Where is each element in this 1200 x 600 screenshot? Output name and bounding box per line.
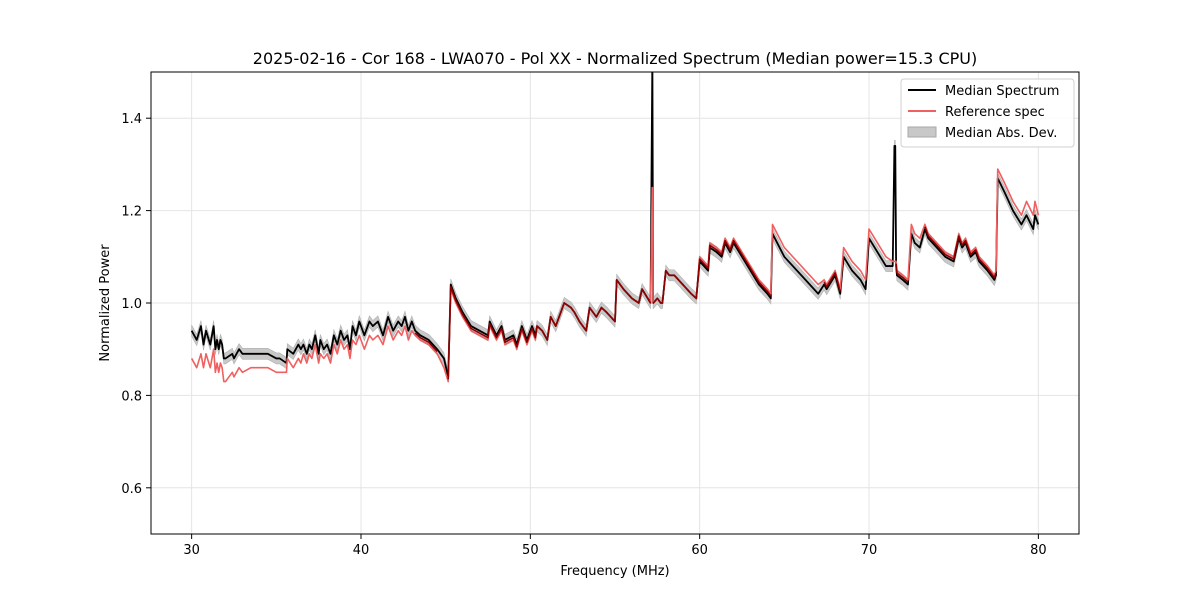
overlap-segment <box>447 279 652 380</box>
legend-box <box>900 78 1075 148</box>
overlap-segment <box>414 332 438 353</box>
x-tick-label: 50 <box>522 543 539 558</box>
overlap-segment <box>924 226 997 279</box>
x-tick-label: 60 <box>691 543 708 558</box>
x-axis-label: Frequency (MHz) <box>560 564 669 579</box>
legend-reference-label: Reference spec <box>945 105 1045 120</box>
x-tick-label: 40 <box>353 543 370 558</box>
x-tick-label: 80 <box>1030 543 1047 558</box>
x-tick-label: 70 <box>861 543 878 558</box>
legend-median-label: Median Spectrum <box>945 84 1059 99</box>
y-tick-label: 0.6 <box>121 482 142 497</box>
axes: 30 40 50 60 70 80 0.6 0.8 1.0 1.2 1.4 <box>121 71 1080 558</box>
legend: Median Spectrum Reference spec Median Ab… <box>900 78 1075 148</box>
series-lines <box>190 72 1040 383</box>
overlap-segment <box>895 263 909 283</box>
y-tick-label: 1.4 <box>121 112 142 127</box>
y-tick-label: 1.0 <box>121 297 142 312</box>
y-tick-label: 1.2 <box>121 205 142 220</box>
legend-mad-swatch <box>907 126 937 138</box>
y-tick-label: 0.8 <box>121 389 142 404</box>
legend-mad-label: Median Abs. Dev. <box>945 126 1057 141</box>
x-tick-label: 30 <box>183 543 200 558</box>
overlap-segment <box>652 239 772 304</box>
overlap-segment <box>823 272 842 292</box>
chart-title: 2025-02-16 - Cor 168 - LWA070 - Pol XX -… <box>253 49 977 68</box>
y-axis-label: Normalized Power <box>98 244 113 362</box>
